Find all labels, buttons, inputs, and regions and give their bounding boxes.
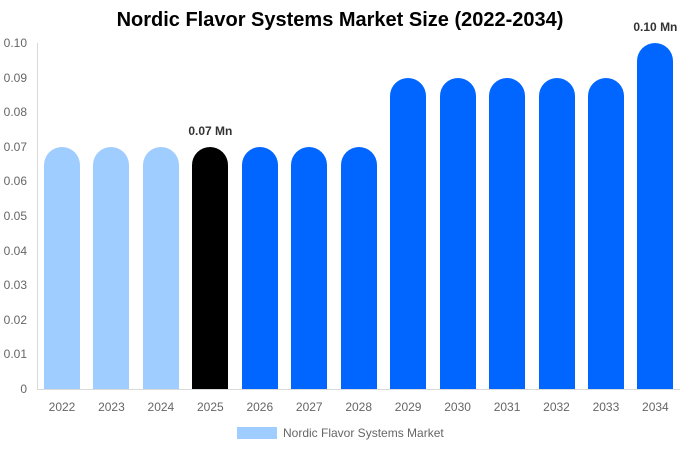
y-tick-label: 0 [20, 382, 27, 396]
chart-title: Nordic Flavor Systems Market Size (2022-… [116, 9, 564, 31]
x-tick-label: 2025 [196, 400, 224, 414]
bar-2033[interactable] [587, 77, 624, 389]
bar-2022[interactable] [44, 146, 80, 389]
bar-2025[interactable] [192, 146, 229, 389]
y-tick-label: 0.09 [3, 70, 27, 85]
y-tick-label: 0.04 [3, 243, 27, 258]
x-tick-label: 2023 [98, 400, 125, 414]
y-tick-label: 0.10 [3, 36, 27, 50]
bar-2034[interactable] [637, 43, 674, 389]
x-tick-label: 2030 [444, 400, 471, 414]
data-label: 0.07 Mn [188, 123, 233, 138]
bar-2031[interactable] [489, 77, 526, 389]
bar-2030[interactable] [439, 77, 476, 389]
y-tick-label: 0.02 [3, 312, 27, 327]
bar-2028[interactable] [340, 146, 377, 389]
y-tick-label: 0.03 [3, 278, 27, 293]
x-axis-line [37, 389, 680, 390]
x-tick-label: 2032 [543, 400, 570, 414]
legend: Nordic Flavor Systems Market [237, 426, 444, 440]
bar-2032[interactable] [538, 77, 575, 389]
x-tick-label: 2027 [295, 400, 323, 414]
x-tick-label: 2022 [48, 400, 76, 414]
bar-2023[interactable] [93, 146, 130, 389]
y-tick-label: 0.08 [3, 105, 27, 120]
bar-2029[interactable] [390, 77, 427, 389]
bar-2024[interactable] [142, 146, 179, 389]
x-tick-label: 2033 [592, 400, 620, 414]
y-tick-label: 0.05 [3, 209, 27, 223]
x-tick-label: 2028 [345, 400, 373, 414]
data-label: 0.10 Mn [633, 20, 678, 34]
legend-swatch [237, 427, 277, 439]
x-tick-label: 2031 [493, 400, 521, 414]
legend-label: Nordic Flavor Systems Market [283, 426, 444, 440]
x-tick-label: 2024 [147, 400, 175, 414]
y-axis-line [37, 43, 38, 389]
y-tick-label: 0.06 [3, 174, 27, 189]
bar-2027[interactable] [291, 146, 328, 389]
x-tick-label: 2029 [394, 400, 422, 414]
x-tick-label: 2026 [246, 400, 274, 414]
y-tick-label: 0.01 [3, 347, 27, 362]
x-tick-label: 2034 [642, 400, 669, 414]
y-tick-label: 0.07 [3, 139, 27, 154]
bar-2026[interactable] [241, 146, 278, 389]
